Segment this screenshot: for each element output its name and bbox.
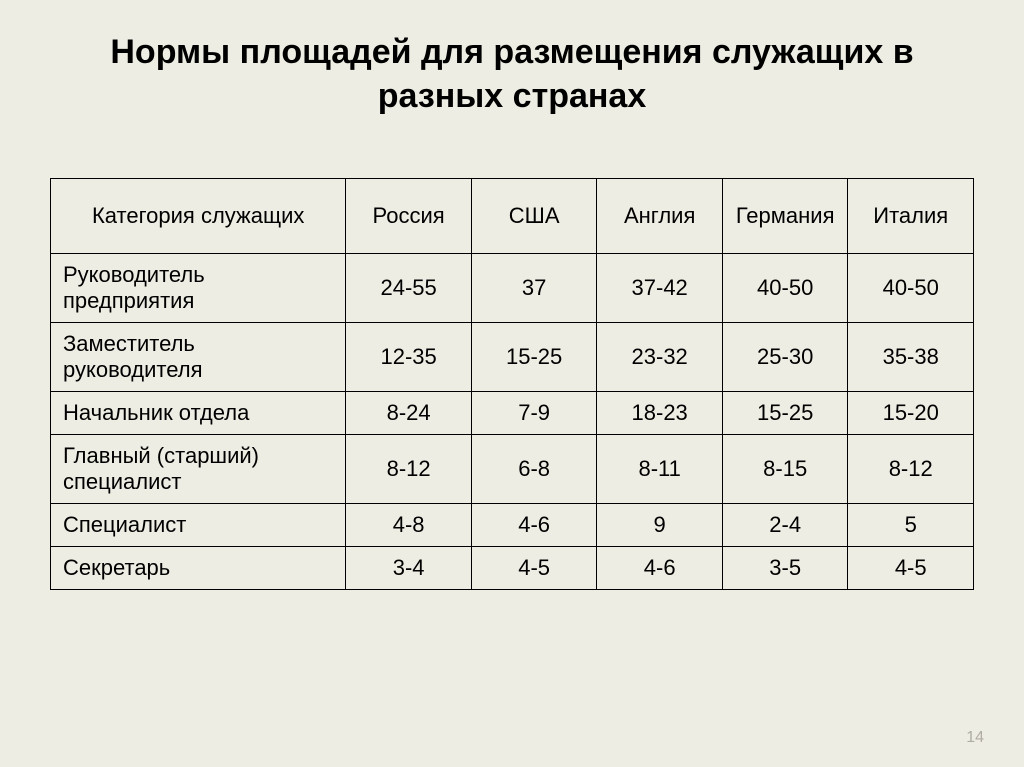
page-title: Нормы площадей для размещения служащих в… xyxy=(50,30,974,118)
cell-value: 4-6 xyxy=(597,547,723,590)
header-usa: США xyxy=(471,179,597,254)
cell-category: Начальник отдела xyxy=(51,392,346,435)
cell-category: Руководитель предприятия xyxy=(51,254,346,323)
cell-value: 35-38 xyxy=(848,323,974,392)
cell-value: 4-5 xyxy=(848,547,974,590)
cell-value: 2-4 xyxy=(722,504,848,547)
cell-value: 15-20 xyxy=(848,392,974,435)
header-russia: Россия xyxy=(346,179,472,254)
table-row: Специалист 4-8 4-6 9 2-4 5 xyxy=(51,504,974,547)
table-header-row: Категория служащих Россия США Англия Гер… xyxy=(51,179,974,254)
cell-value: 8-24 xyxy=(346,392,472,435)
area-norms-table: Категория служащих Россия США Англия Гер… xyxy=(50,178,974,590)
cell-value: 8-12 xyxy=(346,435,472,504)
cell-value: 37 xyxy=(471,254,597,323)
cell-value: 15-25 xyxy=(722,392,848,435)
cell-value: 40-50 xyxy=(722,254,848,323)
table-row: Начальник отдела 8-24 7-9 18-23 15-25 15… xyxy=(51,392,974,435)
table-row: Секретарь 3-4 4-5 4-6 3-5 4-5 xyxy=(51,547,974,590)
cell-category: Заместитель руководителя xyxy=(51,323,346,392)
cell-value: 37-42 xyxy=(597,254,723,323)
cell-value: 15-25 xyxy=(471,323,597,392)
table-row: Руководитель предприятия 24-55 37 37-42 … xyxy=(51,254,974,323)
cell-value: 3-5 xyxy=(722,547,848,590)
cell-value: 9 xyxy=(597,504,723,547)
cell-value: 8-12 xyxy=(848,435,974,504)
cell-value: 3-4 xyxy=(346,547,472,590)
cell-category: Специалист xyxy=(51,504,346,547)
cell-value: 5 xyxy=(848,504,974,547)
header-england: Англия xyxy=(597,179,723,254)
cell-value: 8-15 xyxy=(722,435,848,504)
table-row: Заместитель руководителя 12-35 15-25 23-… xyxy=(51,323,974,392)
cell-value: 4-8 xyxy=(346,504,472,547)
cell-value: 8-11 xyxy=(597,435,723,504)
cell-value: 7-9 xyxy=(471,392,597,435)
cell-value: 12-35 xyxy=(346,323,472,392)
cell-value: 25-30 xyxy=(722,323,848,392)
cell-value: 6-8 xyxy=(471,435,597,504)
header-germany: Германия xyxy=(722,179,848,254)
header-category: Категория служащих xyxy=(51,179,346,254)
cell-value: 23-32 xyxy=(597,323,723,392)
table-row: Главный (старший) специалист 8-12 6-8 8-… xyxy=(51,435,974,504)
cell-value: 24-55 xyxy=(346,254,472,323)
header-italy: Италия xyxy=(848,179,974,254)
cell-value: 40-50 xyxy=(848,254,974,323)
cell-value: 4-5 xyxy=(471,547,597,590)
cell-value: 18-23 xyxy=(597,392,723,435)
cell-category: Секретарь xyxy=(51,547,346,590)
page-number: 14 xyxy=(966,729,984,747)
cell-category: Главный (старший) специалист xyxy=(51,435,346,504)
cell-value: 4-6 xyxy=(471,504,597,547)
